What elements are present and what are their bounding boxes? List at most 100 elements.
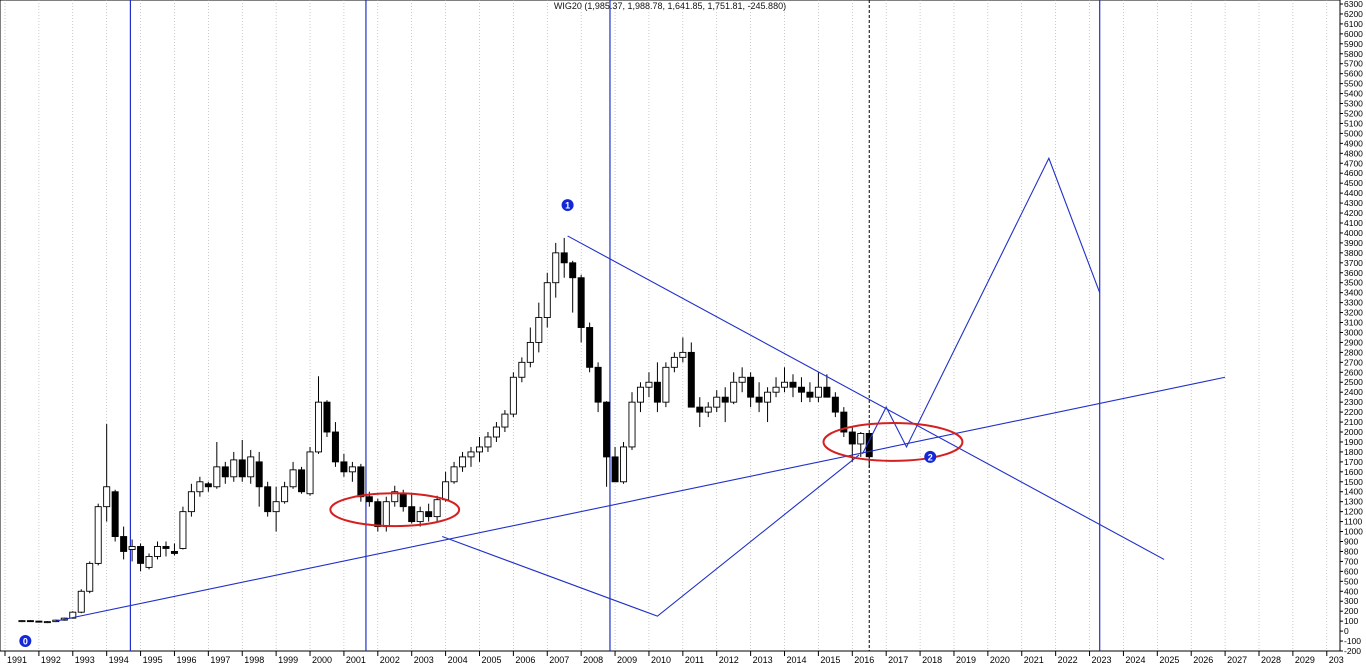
y-tick-label: 4200 [1344,208,1363,218]
candle-up [459,456,467,468]
y-tick-label: 0 [1344,626,1349,636]
candle-down [789,381,797,388]
y-tick-label: 1900 [1344,437,1363,447]
y-tick-label: 400 [1344,586,1358,596]
x-tick-label: 2021 [1024,655,1044,665]
candle-up [501,413,509,428]
y-tick-label: 1200 [1344,507,1363,517]
x-tick-label: 2009 [617,655,637,665]
x-tick-label: 1998 [244,655,264,665]
candle-up [43,621,51,624]
y-tick-label: 3900 [1344,238,1363,248]
y-tick-label: 2700 [1344,357,1363,367]
candle-up [433,499,441,518]
candle-down [611,456,619,483]
y-tick-label: 1400 [1344,487,1363,497]
candle-up [128,546,136,550]
candle-up [213,466,221,488]
candle-down [560,252,568,264]
candle-up [442,481,450,501]
x-tick-label: 2023 [1092,655,1112,665]
y-tick-label: 3400 [1344,288,1363,298]
x-tick-label: 2024 [1125,655,1145,665]
x-tick-label: 1992 [41,655,61,665]
x-tick-label: 2004 [448,655,468,665]
trendline-projection-low [442,454,860,617]
y-tick-label: 5700 [1344,59,1363,69]
wave-marker-label: 2 [928,452,933,462]
y-tick-label: 4900 [1344,138,1363,148]
wave-marker [924,450,937,463]
y-tick-label: 3100 [1344,318,1363,328]
candle-down [653,381,661,403]
candle-down [577,277,585,328]
highlight-ellipse [329,492,461,528]
candle-up [764,391,772,403]
highlight-ellipse [822,422,964,462]
trendline-resistance [567,235,1165,560]
x-tick-label: 1993 [75,655,95,665]
x-tick-label: 2005 [481,655,501,665]
x-tick-label: 1994 [109,655,129,665]
y-tick-label: 5800 [1344,49,1363,59]
candle-down [221,466,229,478]
candle-down [865,433,873,458]
y-tick-label: 5300 [1344,99,1363,109]
y-tick-label: 1300 [1344,497,1363,507]
candle-up [518,361,526,378]
y-tick-label: 3700 [1344,258,1363,268]
x-tick-label: 1996 [176,655,196,665]
x-tick-label: 2002 [380,655,400,665]
y-tick-label: 2200 [1344,407,1363,417]
y-tick-label: 2800 [1344,347,1363,357]
candle-up [94,506,102,564]
candle-up [475,446,483,453]
y-tick-label: 6000 [1344,29,1363,39]
candle-down [26,620,34,623]
y-tick-label: 5400 [1344,89,1363,99]
y-tick-label: 1100 [1344,517,1363,527]
plot-frame [0,0,1341,652]
candle-down [238,459,246,478]
candle-up [679,351,687,358]
wave-marker [561,199,574,212]
candle-down [747,376,755,398]
candle-down [357,466,365,498]
y-tick-label: 3200 [1344,308,1363,318]
candle-down [721,396,729,403]
y-tick-label: 2900 [1344,337,1363,347]
y-tick-label: 1000 [1344,527,1363,537]
candle-up [281,486,289,503]
candle-up [628,401,636,448]
candle-down [120,536,128,552]
candle-up [86,562,94,592]
candle-up [620,446,628,483]
y-tick-label: 200 [1344,606,1358,616]
candle-up [662,366,670,403]
candle-up [704,406,712,413]
y-tick-label: 6100 [1344,19,1363,29]
x-tick-label: 2028 [1261,655,1281,665]
x-tick-label: 203 [1329,655,1344,665]
y-tick-label: 4600 [1344,168,1363,178]
x-tick-label: 2027 [1227,655,1247,665]
y-tick-label: 3300 [1344,298,1363,308]
x-tick-label: 2010 [651,655,671,665]
candle-up [77,590,85,613]
y-tick-label: 1800 [1344,447,1363,457]
candle-up [713,396,721,408]
candle-up [416,511,424,523]
x-tick-label: 2014 [787,655,807,665]
y-tick-label: 500 [1344,576,1358,586]
y-tick-label: -100 [1344,636,1361,646]
candle-up [535,317,543,343]
candle-up [772,386,780,393]
y-tick-label: 4100 [1344,218,1363,228]
y-tick-label: 700 [1344,556,1358,566]
trendline-support [55,376,1226,622]
candle-up [543,282,551,318]
x-tick-label: 2012 [719,655,739,665]
candle-down [162,546,170,549]
